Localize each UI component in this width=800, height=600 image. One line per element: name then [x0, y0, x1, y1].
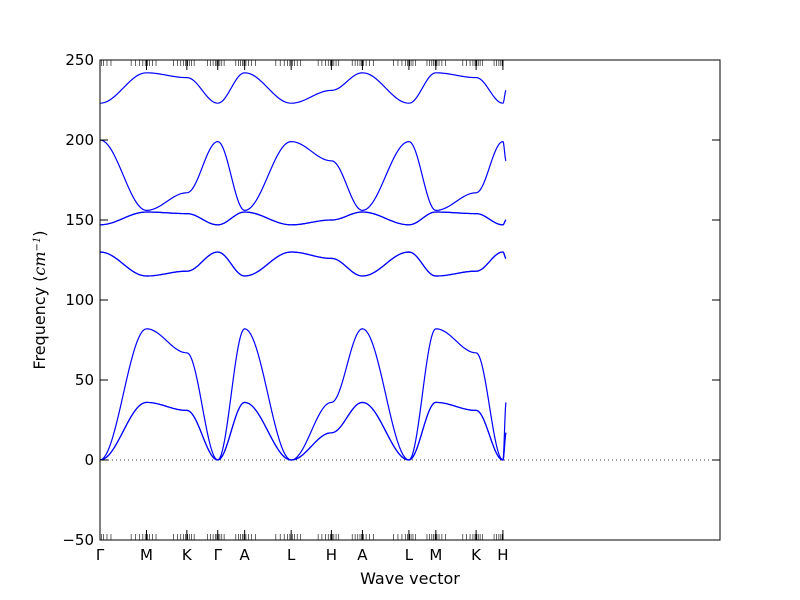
- x-tick-label: K: [471, 546, 482, 564]
- bands: [100, 72, 507, 461]
- y-axis-unit-exponent: −1: [32, 237, 43, 252]
- band-line-6: [100, 211, 507, 226]
- y-axis-unit: cm: [30, 251, 49, 275]
- x-tick-label: L: [287, 546, 296, 564]
- x-tick-label: K: [182, 546, 193, 564]
- y-tick-label: 50: [75, 371, 94, 389]
- y-tick-label: −50: [62, 531, 94, 549]
- band-line-5: [100, 251, 507, 277]
- y-tick-label: 100: [65, 291, 94, 309]
- y-tick-label: 0: [84, 451, 94, 469]
- band-line-4: [100, 251, 507, 277]
- y-axis-label-text: Frequency: [30, 287, 49, 370]
- x-tick-label: L: [405, 546, 414, 564]
- y-tick-label: 150: [65, 211, 94, 229]
- band-line-7: [100, 211, 507, 226]
- x-tick-label: H: [326, 546, 337, 564]
- x-tick-label: A: [240, 546, 251, 564]
- band-line-3: [100, 328, 507, 461]
- y-tick-label: 250: [65, 51, 94, 69]
- x-tick-label: A: [357, 546, 368, 564]
- plot-area: [100, 72, 720, 461]
- x-tick-label: M: [429, 546, 442, 564]
- x-tick-label: M: [140, 546, 153, 564]
- x-tick-label: H: [497, 546, 508, 564]
- band-line-8: [100, 139, 507, 212]
- x-axis-label: Wave vector: [360, 569, 460, 588]
- band-line-9: [100, 72, 507, 104]
- y-axis-label: Frequency (cm−1): [30, 230, 49, 369]
- x-tick-label: Γ: [96, 546, 105, 564]
- band-line-1: [100, 401, 507, 461]
- y-tick-label: 200: [65, 131, 94, 149]
- band-line-2: [100, 401, 507, 461]
- axes-frame: [99, 59, 721, 541]
- x-tick-label: Γ: [214, 546, 223, 564]
